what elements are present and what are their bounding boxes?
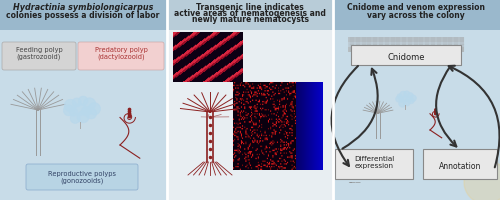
Circle shape — [404, 99, 410, 106]
Bar — [0, 0, 167, 30]
Text: Hydractinia symbiolongicarpus: Hydractinia symbiolongicarpus — [13, 3, 153, 12]
Bar — [0, 0, 167, 200]
Circle shape — [78, 112, 88, 121]
Circle shape — [400, 91, 406, 98]
Text: Predatory polyp: Predatory polyp — [94, 47, 148, 53]
Text: (dactylozooid): (dactylozooid) — [97, 53, 145, 60]
Bar — [348, 37, 464, 42]
Circle shape — [89, 103, 100, 114]
Circle shape — [398, 100, 406, 107]
Circle shape — [399, 98, 404, 102]
Text: colonies possess a division of labor: colonies possess a division of labor — [6, 11, 160, 20]
Circle shape — [63, 105, 74, 116]
FancyBboxPatch shape — [351, 45, 461, 65]
Text: (gonozooids): (gonozooids) — [60, 177, 104, 184]
Circle shape — [68, 107, 79, 117]
Text: Reproductive polyps: Reproductive polyps — [48, 171, 116, 177]
Bar — [167, 0, 333, 30]
Text: expression: expression — [354, 163, 394, 169]
Bar — [167, 0, 333, 200]
Text: Feeding polyp: Feeding polyp — [16, 47, 62, 53]
Circle shape — [396, 96, 402, 102]
Circle shape — [81, 106, 92, 117]
Circle shape — [410, 95, 416, 101]
Bar — [348, 42, 464, 47]
Text: vary across the colony: vary across the colony — [367, 11, 465, 20]
FancyBboxPatch shape — [423, 149, 497, 179]
Text: Annotation: Annotation — [439, 162, 481, 171]
Circle shape — [65, 100, 76, 111]
Text: Cnidome: Cnidome — [387, 53, 425, 62]
FancyBboxPatch shape — [2, 42, 76, 70]
Circle shape — [408, 93, 414, 98]
Circle shape — [404, 91, 409, 97]
Circle shape — [74, 104, 86, 115]
Circle shape — [86, 108, 96, 119]
Bar — [333, 0, 500, 30]
Text: Differential: Differential — [354, 156, 394, 162]
FancyBboxPatch shape — [78, 42, 164, 70]
Circle shape — [408, 98, 414, 104]
Text: ─────: ───── — [348, 178, 360, 182]
Text: Cnidome and venom expression: Cnidome and venom expression — [347, 3, 485, 12]
Circle shape — [72, 98, 81, 107]
Circle shape — [397, 94, 402, 99]
FancyBboxPatch shape — [26, 164, 138, 190]
FancyBboxPatch shape — [335, 149, 413, 179]
Circle shape — [402, 96, 408, 102]
Circle shape — [85, 99, 94, 109]
Text: active areas of nematogenesis and: active areas of nematogenesis and — [174, 9, 326, 18]
Circle shape — [70, 114, 80, 123]
Text: Transgenic line indicates: Transgenic line indicates — [196, 3, 304, 12]
Circle shape — [78, 96, 88, 106]
Circle shape — [406, 97, 411, 102]
Text: (gastrozooid): (gastrozooid) — [17, 53, 61, 60]
Text: newly mature nematocysts: newly mature nematocysts — [192, 15, 308, 24]
Bar — [348, 47, 464, 52]
Bar — [333, 0, 500, 200]
Text: ─────: ───── — [348, 181, 360, 185]
Polygon shape — [464, 160, 500, 200]
